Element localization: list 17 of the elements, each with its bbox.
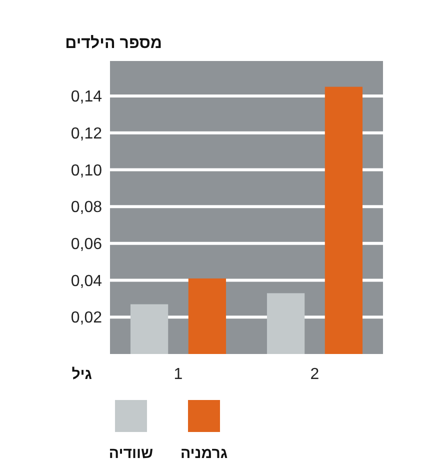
bar [324,86,363,354]
y-axis-title: מספר הילדים [65,34,162,52]
y-tick-label: 0,14 [70,88,102,106]
legend-label: גרמניה [180,445,228,462]
x-axis-title: גיל [72,366,92,383]
y-tick-label: 0,08 [70,199,102,216]
bar [266,293,305,354]
y-tick-label: 0,10 [70,162,102,180]
y-tick-label: 0,02 [70,310,102,327]
x-tick-label: 2 [310,366,320,383]
legend-label: שוודיה [108,445,154,462]
bar [130,304,168,354]
bar [188,278,226,354]
y-tick-label: 0,12 [70,125,102,142]
y-tick-label: 0,06 [70,236,102,254]
x-tick-label: 1 [174,366,183,383]
y-tick-label: 0,04 [70,272,102,290]
